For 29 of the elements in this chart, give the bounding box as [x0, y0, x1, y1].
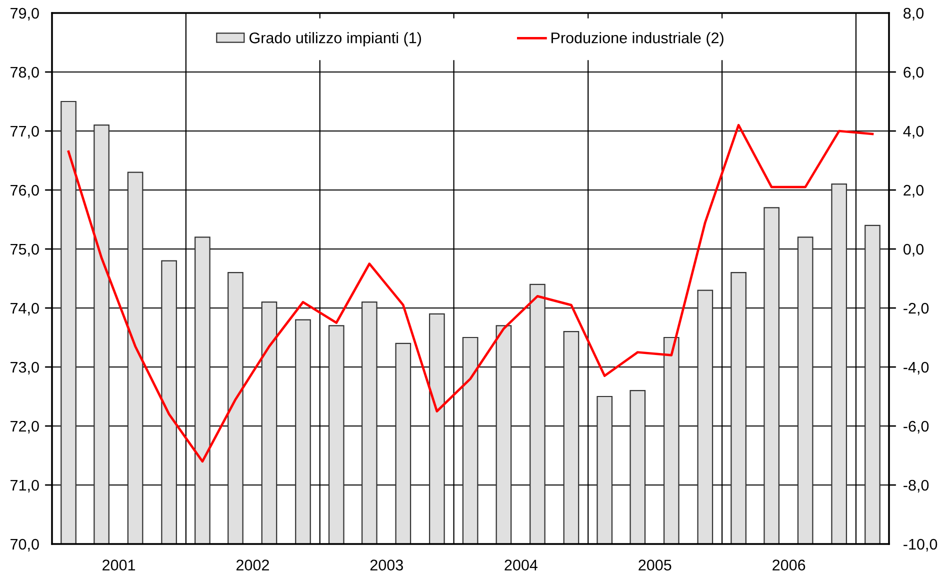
y-tick-label: 71,0 — [10, 480, 39, 492]
y-tick-label: 73,0 — [10, 362, 39, 374]
x-tick-label: 2002 — [236, 560, 269, 570]
x-tick-label: 2003 — [370, 560, 403, 570]
x-tick-label: 2004 — [504, 560, 538, 570]
y2-tick-label: -10,0 — [904, 538, 938, 552]
y-tick-label: 72,0 — [10, 420, 39, 434]
y-tick-label: 77,0 — [10, 126, 39, 138]
y-tick-label: 78,0 — [10, 66, 39, 80]
y-tick-label: 79,0 — [10, 8, 39, 20]
line-series — [67, 124, 874, 463]
legend-label: Produzione industriale (2) — [552, 32, 724, 46]
y2-tick-label: 0,0 — [903, 244, 924, 256]
y2-tick-label: 4,0 — [903, 126, 924, 138]
y-tick-label: 74,0 — [10, 302, 39, 316]
y2-tick-label: -8,0 — [904, 480, 929, 492]
y2-tick-label: 6,0 — [904, 66, 924, 80]
legend-label: Grado utilizzo impianti (1) — [250, 32, 421, 46]
y2-tick-label: -2,0 — [904, 302, 929, 316]
x-tick-label: 2001 — [102, 560, 136, 570]
y-tick-label: 76,0 — [10, 184, 39, 198]
y2-tick-label: -6,0 — [904, 420, 929, 434]
y2-tick-label: -4,0 — [904, 362, 929, 374]
x-tick-label: 2005 — [638, 560, 672, 570]
y2-tick-label: 8,0 — [904, 8, 924, 20]
y-tick-label: 70,0 — [10, 538, 39, 552]
y-tick-label: 75,0 — [10, 244, 39, 256]
y2-tick-label: 2,0 — [904, 184, 924, 198]
x-tick-label: 2006 — [772, 560, 806, 570]
